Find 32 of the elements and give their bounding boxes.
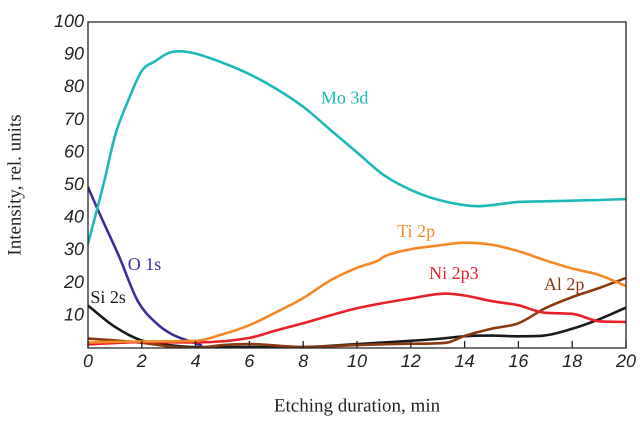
y-tick-label: 30 bbox=[64, 239, 84, 260]
line-series bbox=[88, 50, 626, 245]
series-label: O 1s bbox=[128, 254, 162, 274]
x-tick-label: 4 bbox=[190, 350, 201, 371]
y-axis-title: Intensity, rel. units bbox=[4, 114, 26, 256]
x-axis-title: Etching duration, min bbox=[274, 396, 441, 417]
y-tick-label: 20 bbox=[62, 272, 84, 292]
x-tick-label: 18 bbox=[562, 350, 582, 371]
x-tick-label: 0 bbox=[82, 350, 94, 371]
y-tick-label: 40 bbox=[64, 206, 84, 227]
x-tick-label: 20 bbox=[614, 350, 636, 371]
series-label: Si 2s bbox=[90, 286, 126, 307]
series-label: Ti 2p bbox=[397, 221, 436, 242]
x-tick-label: 6 bbox=[244, 350, 256, 371]
series-label: Ni 2p3 bbox=[429, 263, 479, 284]
y-tick-label: 100 bbox=[54, 11, 84, 31]
x-tick-label: 10 bbox=[346, 350, 368, 371]
line-series bbox=[88, 241, 626, 344]
y-tick-label: 10 bbox=[64, 304, 84, 324]
y-tick-label: 70 bbox=[64, 108, 84, 129]
x-tick-label: 2 bbox=[136, 350, 147, 371]
x-tick-label: 8 bbox=[298, 350, 308, 371]
x-tick-label: 14 bbox=[454, 350, 475, 371]
y-tick-label: 80 bbox=[64, 76, 84, 96]
y-tick-label: 60 bbox=[64, 141, 84, 162]
x-tick-label: 12 bbox=[400, 350, 421, 371]
line-series bbox=[88, 186, 202, 346]
x-tick-label: 16 bbox=[508, 350, 530, 371]
series-label: Al 2p bbox=[544, 274, 584, 294]
y-tick-label: 90 bbox=[64, 44, 84, 64]
series-label: Mo 3d bbox=[320, 87, 368, 108]
y-tick-label: 50 bbox=[64, 174, 84, 194]
